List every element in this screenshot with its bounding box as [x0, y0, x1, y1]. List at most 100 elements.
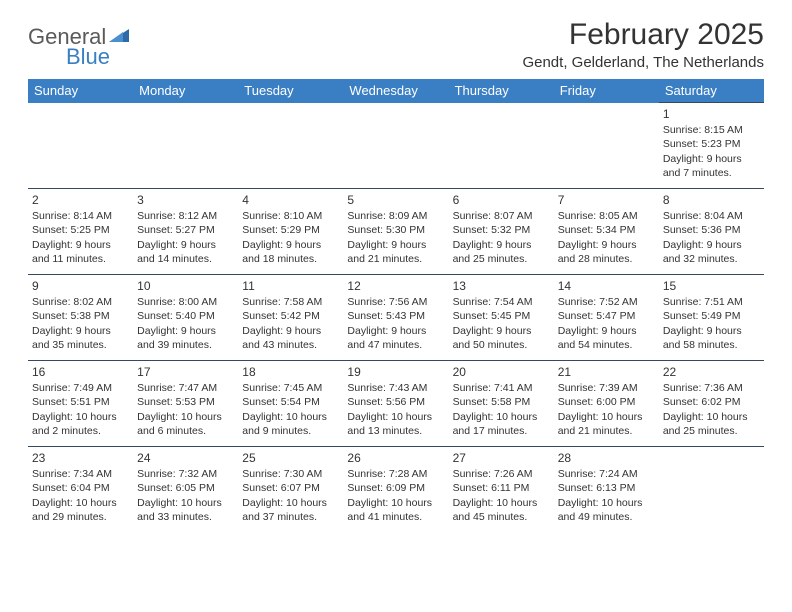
- logo-triangle-icon: [109, 26, 129, 42]
- calendar-cell: [449, 103, 554, 189]
- sunset-text: Sunset: 6:07 PM: [242, 481, 339, 495]
- calendar-cell: 4Sunrise: 8:10 AMSunset: 5:29 PMDaylight…: [238, 189, 343, 275]
- sunrise-text: Sunrise: 7:56 AM: [347, 295, 444, 309]
- daylight-text: Daylight: 9 hours and 54 minutes.: [558, 324, 655, 352]
- sunset-text: Sunset: 5:29 PM: [242, 223, 339, 237]
- sunrise-text: Sunrise: 7:26 AM: [453, 467, 550, 481]
- day-number: 23: [32, 450, 129, 466]
- daylight-text: Daylight: 9 hours and 14 minutes.: [137, 238, 234, 266]
- calendar-cell: 27Sunrise: 7:26 AMSunset: 6:11 PMDayligh…: [449, 447, 554, 533]
- sunset-text: Sunset: 5:51 PM: [32, 395, 129, 409]
- calendar-week-row: 1Sunrise: 8:15 AMSunset: 5:23 PMDaylight…: [28, 103, 764, 189]
- daylight-text: Daylight: 9 hours and 47 minutes.: [347, 324, 444, 352]
- daylight-text: Daylight: 10 hours and 17 minutes.: [453, 410, 550, 438]
- calendar-cell: [28, 103, 133, 189]
- calendar-cell: 11Sunrise: 7:58 AMSunset: 5:42 PMDayligh…: [238, 275, 343, 361]
- sunset-text: Sunset: 5:43 PM: [347, 309, 444, 323]
- calendar-week-row: 23Sunrise: 7:34 AMSunset: 6:04 PMDayligh…: [28, 447, 764, 533]
- sunrise-text: Sunrise: 7:32 AM: [137, 467, 234, 481]
- day-number: 27: [453, 450, 550, 466]
- daylight-text: Daylight: 10 hours and 2 minutes.: [32, 410, 129, 438]
- sunrise-text: Sunrise: 8:07 AM: [453, 209, 550, 223]
- day-number: 10: [137, 278, 234, 294]
- calendar-cell: 15Sunrise: 7:51 AMSunset: 5:49 PMDayligh…: [659, 275, 764, 361]
- daylight-text: Daylight: 9 hours and 7 minutes.: [663, 152, 760, 180]
- daylight-text: Daylight: 9 hours and 50 minutes.: [453, 324, 550, 352]
- day-number: 18: [242, 364, 339, 380]
- header: General Blue February 2025 Gendt, Gelder…: [28, 18, 764, 71]
- daylight-text: Daylight: 10 hours and 21 minutes.: [558, 410, 655, 438]
- title-block: February 2025 Gendt, Gelderland, The Net…: [522, 18, 764, 71]
- calendar-cell: [133, 103, 238, 189]
- day-number: 28: [558, 450, 655, 466]
- calendar-cell: 3Sunrise: 8:12 AMSunset: 5:27 PMDaylight…: [133, 189, 238, 275]
- calendar-week-row: 16Sunrise: 7:49 AMSunset: 5:51 PMDayligh…: [28, 361, 764, 447]
- day-number: 19: [347, 364, 444, 380]
- sunrise-text: Sunrise: 8:09 AM: [347, 209, 444, 223]
- daylight-text: Daylight: 10 hours and 6 minutes.: [137, 410, 234, 438]
- calendar-cell: [343, 103, 448, 189]
- calendar-cell: 23Sunrise: 7:34 AMSunset: 6:04 PMDayligh…: [28, 447, 133, 533]
- sunset-text: Sunset: 5:58 PM: [453, 395, 550, 409]
- sunrise-text: Sunrise: 7:45 AM: [242, 381, 339, 395]
- sunrise-text: Sunrise: 7:43 AM: [347, 381, 444, 395]
- day-number: 4: [242, 192, 339, 208]
- sunrise-text: Sunrise: 7:58 AM: [242, 295, 339, 309]
- month-title: February 2025: [522, 18, 764, 52]
- sunset-text: Sunset: 5:32 PM: [453, 223, 550, 237]
- calendar-table: SundayMondayTuesdayWednesdayThursdayFrid…: [28, 79, 764, 533]
- calendar-cell: 26Sunrise: 7:28 AMSunset: 6:09 PMDayligh…: [343, 447, 448, 533]
- day-number: 3: [137, 192, 234, 208]
- calendar-cell: 1Sunrise: 8:15 AMSunset: 5:23 PMDaylight…: [659, 103, 764, 189]
- calendar-cell: 13Sunrise: 7:54 AMSunset: 5:45 PMDayligh…: [449, 275, 554, 361]
- sunset-text: Sunset: 5:30 PM: [347, 223, 444, 237]
- sunrise-text: Sunrise: 7:24 AM: [558, 467, 655, 481]
- logo-part-2: Blue: [66, 44, 110, 69]
- calendar-cell: [554, 103, 659, 189]
- daylight-text: Daylight: 10 hours and 13 minutes.: [347, 410, 444, 438]
- sunrise-text: Sunrise: 7:47 AM: [137, 381, 234, 395]
- daylight-text: Daylight: 10 hours and 45 minutes.: [453, 496, 550, 524]
- calendar-body: 1Sunrise: 8:15 AMSunset: 5:23 PMDaylight…: [28, 103, 764, 533]
- day-number: 6: [453, 192, 550, 208]
- day-number: 25: [242, 450, 339, 466]
- sunrise-text: Sunrise: 8:12 AM: [137, 209, 234, 223]
- sunset-text: Sunset: 6:05 PM: [137, 481, 234, 495]
- sunrise-text: Sunrise: 8:00 AM: [137, 295, 234, 309]
- calendar-cell: 5Sunrise: 8:09 AMSunset: 5:30 PMDaylight…: [343, 189, 448, 275]
- sunset-text: Sunset: 5:38 PM: [32, 309, 129, 323]
- sunset-text: Sunset: 5:36 PM: [663, 223, 760, 237]
- daylight-text: Daylight: 9 hours and 18 minutes.: [242, 238, 339, 266]
- calendar-cell: 19Sunrise: 7:43 AMSunset: 5:56 PMDayligh…: [343, 361, 448, 447]
- calendar-cell: 22Sunrise: 7:36 AMSunset: 6:02 PMDayligh…: [659, 361, 764, 447]
- day-header: Wednesday: [343, 79, 448, 103]
- calendar-cell: 21Sunrise: 7:39 AMSunset: 6:00 PMDayligh…: [554, 361, 659, 447]
- sunset-text: Sunset: 6:13 PM: [558, 481, 655, 495]
- daylight-text: Daylight: 10 hours and 9 minutes.: [242, 410, 339, 438]
- day-number: 2: [32, 192, 129, 208]
- day-header: Monday: [133, 79, 238, 103]
- day-number: 21: [558, 364, 655, 380]
- sunset-text: Sunset: 6:04 PM: [32, 481, 129, 495]
- sunset-text: Sunset: 6:09 PM: [347, 481, 444, 495]
- calendar-cell: [659, 447, 764, 533]
- sunrise-text: Sunrise: 7:52 AM: [558, 295, 655, 309]
- day-number: 20: [453, 364, 550, 380]
- day-header: Friday: [554, 79, 659, 103]
- daylight-text: Daylight: 9 hours and 25 minutes.: [453, 238, 550, 266]
- sunset-text: Sunset: 5:23 PM: [663, 137, 760, 151]
- calendar-cell: 20Sunrise: 7:41 AMSunset: 5:58 PMDayligh…: [449, 361, 554, 447]
- sunset-text: Sunset: 5:47 PM: [558, 309, 655, 323]
- day-number: 7: [558, 192, 655, 208]
- day-number: 22: [663, 364, 760, 380]
- daylight-text: Daylight: 9 hours and 32 minutes.: [663, 238, 760, 266]
- sunrise-text: Sunrise: 7:36 AM: [663, 381, 760, 395]
- calendar-cell: 9Sunrise: 8:02 AMSunset: 5:38 PMDaylight…: [28, 275, 133, 361]
- calendar-cell: 12Sunrise: 7:56 AMSunset: 5:43 PMDayligh…: [343, 275, 448, 361]
- daylight-text: Daylight: 10 hours and 29 minutes.: [32, 496, 129, 524]
- daylight-text: Daylight: 10 hours and 37 minutes.: [242, 496, 339, 524]
- daylight-text: Daylight: 10 hours and 49 minutes.: [558, 496, 655, 524]
- calendar-cell: 7Sunrise: 8:05 AMSunset: 5:34 PMDaylight…: [554, 189, 659, 275]
- day-header: Tuesday: [238, 79, 343, 103]
- sunrise-text: Sunrise: 8:02 AM: [32, 295, 129, 309]
